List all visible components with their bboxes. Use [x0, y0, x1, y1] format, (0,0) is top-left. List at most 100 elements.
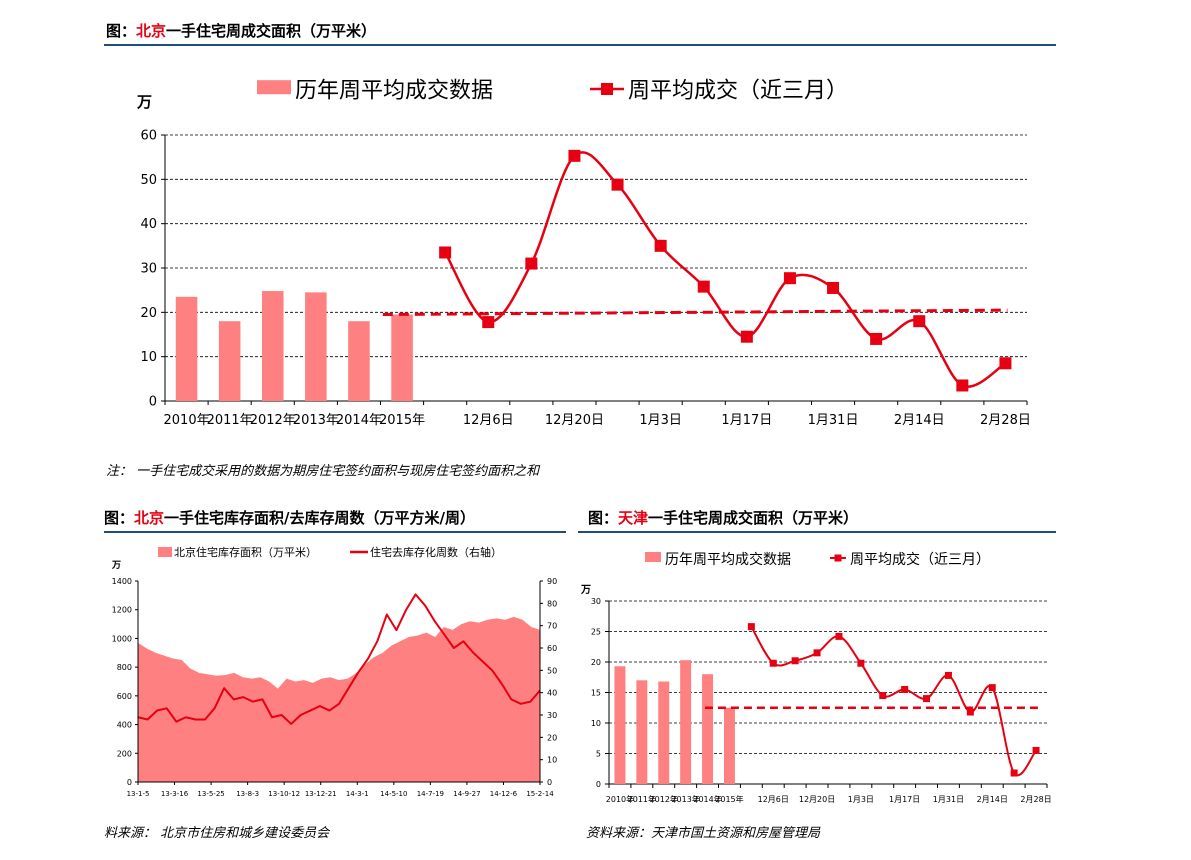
bottom-right-source: 资料来源：天津市国土资源和房屋管理局: [586, 826, 821, 841]
legend-line-marker: [834, 554, 842, 562]
line-marker: [791, 657, 799, 665]
x-tick-label: 2月28日: [1020, 795, 1051, 804]
x-tick-label: 1月17日: [889, 795, 920, 804]
title-city: 天津: [618, 509, 649, 527]
x-tick-label: 2012年: [250, 413, 296, 428]
x-tick-label: 2月14日: [977, 795, 1008, 804]
inventory-area: [138, 616, 540, 782]
x-tick-label: 2012年: [650, 794, 678, 804]
bar: [614, 666, 626, 784]
legend-label: 北京住宅库存面积（万平米）: [174, 545, 317, 559]
line-marker: [654, 239, 667, 252]
x-tick-label: 15-2-14: [526, 790, 554, 798]
line-marker: [835, 632, 843, 640]
x-tick-label: 2月28日: [980, 413, 1031, 428]
y-tick-label: 1000: [112, 634, 132, 643]
line-marker: [697, 280, 710, 293]
y2-tick-label: 30: [547, 711, 557, 720]
x-tick-label: 2010年: [164, 413, 210, 428]
legend-area-swatch: [158, 547, 172, 557]
y-tick-label: 400: [117, 721, 132, 730]
x-tick-label: 1月17日: [721, 413, 772, 428]
x-tick-label: 2013年: [293, 413, 339, 428]
legend-label: 历年周平均成交数据: [295, 79, 493, 104]
x-tick-label: 14-9-27: [453, 790, 480, 798]
y2-tick-label: 0: [547, 778, 552, 787]
y-tick-label: 30: [140, 262, 157, 277]
y-tick-label: 1200: [112, 606, 132, 615]
line-marker: [1010, 769, 1018, 777]
y-tick-label: 1400: [112, 577, 132, 586]
line-marker: [568, 149, 581, 162]
bar: [702, 674, 714, 784]
x-tick-label: 2015年: [379, 413, 425, 428]
line-marker: [1032, 746, 1040, 754]
bar: [658, 681, 670, 784]
y2-tick-label: 60: [547, 644, 557, 653]
x-tick-label: 13-1-5: [127, 790, 150, 798]
x-tick-label: 2010年: [606, 794, 634, 804]
x-tick-label: 2011年: [207, 413, 253, 428]
x-tick-label: 2015年: [715, 794, 743, 804]
bar: [305, 292, 327, 401]
bottom-left-chart-title: 图：北京一手住宅库存面积/去库存周数（万平方米/周）: [104, 507, 475, 528]
x-tick-label: 2011年: [628, 794, 656, 804]
destock-weeks-line: [137, 593, 541, 725]
y-unit-label: 万: [111, 560, 121, 571]
y-tick-label: 10: [591, 719, 601, 728]
line-marker: [870, 332, 883, 345]
x-tick-label: 14-5-10: [380, 790, 407, 798]
title-rest: 一手住宅周成交面积（万平米）: [166, 22, 377, 40]
title-rest: 一手住宅周成交面积（万平米）: [648, 509, 859, 527]
legend-label: 历年周平均成交数据: [665, 551, 791, 568]
y-tick-label: 5: [596, 749, 601, 758]
weekly-line: [750, 626, 1037, 777]
x-tick-label: 14-7-19: [417, 790, 444, 798]
y-tick-label: 40: [140, 217, 157, 232]
x-tick-label: 2014年: [336, 413, 382, 428]
x-tick-label: 2014年: [693, 794, 721, 804]
legend-bar-swatch: [645, 552, 661, 562]
x-tick-label: 14-3-1: [346, 790, 369, 798]
x-tick-label: 12月6日: [758, 795, 789, 804]
line-marker: [482, 316, 495, 329]
y2-tick-label: 10: [547, 756, 557, 765]
line-marker: [611, 178, 624, 191]
y-tick-label: 20: [140, 306, 157, 321]
title-prefix: 图：: [104, 509, 135, 527]
y-tick-label: 0: [127, 778, 132, 787]
title-prefix: 图：: [588, 509, 619, 527]
x-tick-label: 13-8-3: [236, 790, 259, 798]
line-marker: [740, 330, 753, 343]
bar: [261, 291, 284, 401]
x-tick-label: 12月20日: [799, 795, 835, 804]
title-city: 北京: [136, 22, 167, 40]
y-tick-label: 0: [149, 395, 157, 410]
x-tick-label: 14-12-6: [490, 790, 518, 798]
y-unit-label: 万: [580, 584, 591, 596]
title-rest: 一手住宅库存面积/去库存周数（万平方米/周）: [164, 509, 475, 527]
line-marker: [857, 659, 865, 667]
y2-tick-label: 20: [547, 733, 557, 742]
title-prefix: 图：: [106, 22, 137, 40]
y2-tick-label: 70: [547, 622, 557, 631]
y-tick-label: 25: [591, 627, 601, 636]
y-tick-label: 15: [591, 688, 601, 697]
line-marker: [439, 246, 452, 259]
x-tick-label: 2013年: [671, 794, 699, 804]
y-tick-label: 600: [117, 692, 132, 701]
bottom-right-chart-title: 图：天津一手住宅周成交面积（万平米）: [588, 507, 858, 528]
bar: [348, 321, 370, 401]
y-tick-label: 20: [591, 658, 601, 667]
title-city: 北京: [134, 509, 165, 527]
x-tick-label: 1月31日: [808, 413, 859, 428]
line-marker: [913, 315, 926, 328]
legend-label: 周平均成交（近三月）: [850, 551, 990, 568]
bar: [175, 296, 198, 401]
bottom-left-source: 料来源： 北京市住房和城乡建设委员会: [104, 826, 330, 841]
line-marker: [999, 357, 1012, 370]
bar: [218, 321, 241, 401]
line-marker: [813, 649, 821, 657]
legend-label: 周平均成交（近三月）: [628, 79, 848, 104]
